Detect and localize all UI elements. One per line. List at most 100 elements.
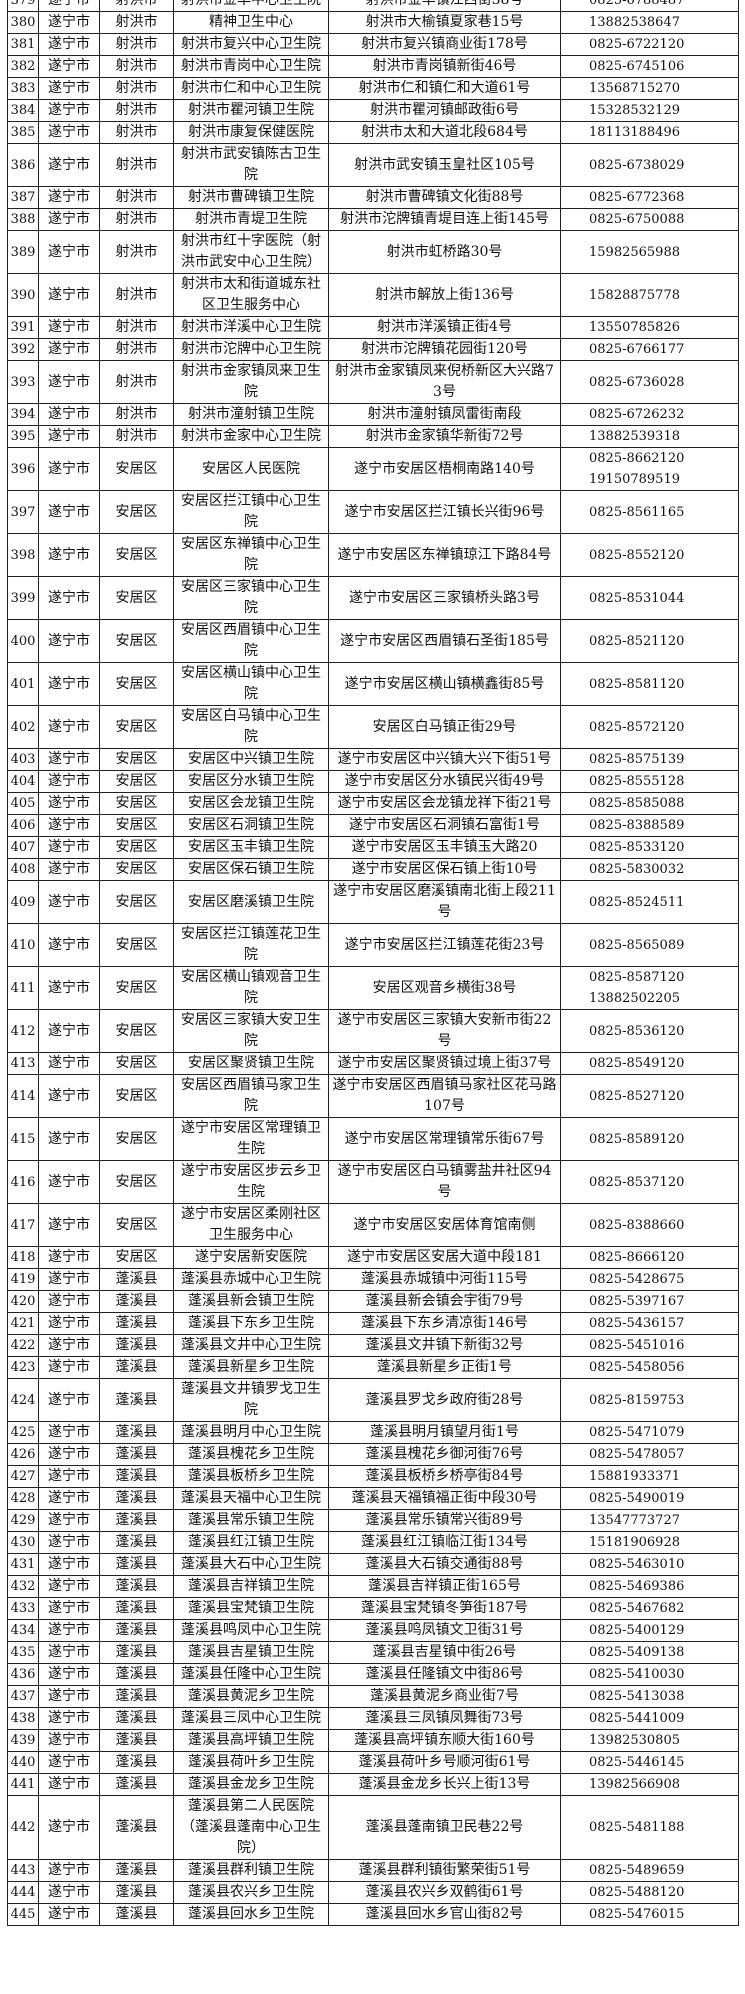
row-number: 407 [7, 836, 39, 859]
district-cell: 蓬溪县 [99, 1531, 174, 1554]
phone-cell: 0825-5400129 [560, 1619, 739, 1642]
row-number: 383 [7, 77, 39, 100]
city-cell: 遂宁市 [38, 792, 100, 815]
district-cell: 射洪市 [99, 99, 174, 122]
address-cell: 射洪市沱牌镇青堤目连上街145号 [328, 208, 561, 231]
hospital-name-cell: 安居区三家镇大安卫生院 [173, 1009, 329, 1053]
city-cell: 遂宁市 [38, 619, 100, 663]
city-cell: 遂宁市 [38, 1597, 100, 1620]
row-number: 408 [7, 858, 39, 881]
city-cell: 遂宁市 [38, 923, 100, 967]
table-row: 431 遂宁市 蓬溪县 蓬溪县大石中心卫生院 蓬溪县大石镇交通街88号 0825-5463… [7, 1553, 739, 1576]
district-cell: 蓬溪县 [99, 1903, 174, 1926]
hospital-name-cell: 蓬溪县天福中心卫生院 [173, 1487, 329, 1510]
hospital-name-cell: 蓬溪县鸣凤中心卫生院 [173, 1619, 329, 1642]
table-row: 413 遂宁市 安居区 安居区聚贤镇卫生院 遂宁市安居区聚贤镇过境上街37号 0825-8… [7, 1052, 739, 1075]
table-row: 416 遂宁市 安居区 遂宁市安居区步云乡卫生院 遂宁市安居区白马镇雾盐井社区94号 08… [7, 1160, 739, 1204]
phone-cell: 15328532129 [560, 99, 739, 122]
row-number: 412 [7, 1009, 39, 1053]
hospital-name-cell: 射洪市仁和中心卫生院 [173, 77, 329, 100]
hospital-name-cell: 安居区横山镇观音卫生院 [173, 966, 329, 1010]
table-row: 435 遂宁市 蓬溪县 蓬溪县吉星镇卫生院 蓬溪县吉星镇中街26号 0825-540913… [7, 1641, 739, 1664]
address-cell: 射洪市金家镇凤来倪桥新区大兴路73号 [328, 360, 561, 404]
city-cell: 遂宁市 [38, 1009, 100, 1053]
district-cell: 射洪市 [99, 338, 174, 361]
district-cell: 蓬溪县 [99, 1641, 174, 1664]
city-cell: 遂宁市 [38, 705, 100, 749]
row-number: 389 [7, 230, 39, 274]
row-number: 420 [7, 1290, 39, 1313]
phone-cell: 0825-5397167 [560, 1290, 739, 1313]
table-row: 434 遂宁市 蓬溪县 蓬溪县鸣凤中心卫生院 蓬溪县鸣凤镇文卫街31号 0825-5400… [7, 1619, 739, 1642]
hospital-name-cell: 安居区西眉镇中心卫生院 [173, 619, 329, 663]
city-cell: 遂宁市 [38, 1443, 100, 1466]
phone-cell: 0825-6722120 [560, 33, 739, 56]
phone-cell: 0825-5471079 [560, 1421, 739, 1444]
phone-cell: 0825-8589120 [560, 1117, 739, 1161]
phone-cell: 0825-5458056 [560, 1356, 739, 1379]
table-row: 441 遂宁市 蓬溪县 蓬溪县金龙乡卫生院 蓬溪县金龙乡长兴上街13号 139825669… [7, 1773, 739, 1796]
district-cell: 射洪市 [99, 186, 174, 209]
district-cell: 蓬溪县 [99, 1729, 174, 1752]
phone-cell: 13882538647 [560, 11, 739, 34]
address-cell: 安居区白马镇正街29号 [328, 705, 561, 749]
table-row: 414 遂宁市 安居区 安居区西眉镇马家卫生院 遂宁市安居区西眉镇马家社区花马路107号… [7, 1074, 739, 1118]
phone-cell: 13982530805 [560, 1729, 739, 1752]
hospital-name-cell: 蓬溪县文井镇罗戈卫生院 [173, 1378, 329, 1422]
address-cell: 蓬溪县天福镇福正街中段30号 [328, 1487, 561, 1510]
phone-cell: 0825-8549120 [560, 1052, 739, 1075]
table-body: 379 遂宁市 射洪市 射洪市金华中心卫生院 射洪市金华镇江西街38号 0825-6788… [7, 0, 739, 1926]
table-row: 394 遂宁市 射洪市 射洪市潼射镇卫生院 射洪市潼射镇凤雷街南段 0825-672623… [7, 403, 739, 426]
address-cell: 射洪市金家镇华新街72号 [328, 425, 561, 448]
hospital-name-cell: 蓬溪县槐花乡卫生院 [173, 1443, 329, 1466]
city-cell: 遂宁市 [38, 576, 100, 620]
table-row: 386 遂宁市 射洪市 射洪市武安镇陈古卫生院 射洪市武安镇玉皇社区105号 0825-6… [7, 143, 739, 187]
address-cell: 蓬溪县板桥乡桥亭街84号 [328, 1465, 561, 1488]
row-number: 413 [7, 1052, 39, 1075]
row-number: 381 [7, 33, 39, 56]
district-cell: 射洪市 [99, 77, 174, 100]
hospital-name-cell: 蓬溪县板桥乡卫生院 [173, 1465, 329, 1488]
phone-cell: 0825-6745106 [560, 55, 739, 78]
table-row: 432 遂宁市 蓬溪县 蓬溪县吉祥镇卫生院 蓬溪县吉祥镇正街165号 0825-54693… [7, 1575, 739, 1598]
district-cell: 安居区 [99, 533, 174, 577]
table-row: 383 遂宁市 射洪市 射洪市仁和中心卫生院 射洪市仁和镇仁和大道61号 13568715… [7, 77, 739, 100]
address-cell: 遂宁市安居区西眉镇马家社区花马路107号 [328, 1074, 561, 1118]
district-cell: 蓬溪县 [99, 1509, 174, 1532]
city-cell: 遂宁市 [38, 11, 100, 34]
table-row: 439 遂宁市 蓬溪县 蓬溪县高坪镇卫生院 蓬溪县高坪镇东顺大街160号 13982530… [7, 1729, 739, 1752]
table-row: 401 遂宁市 安居区 安居区横山镇中心卫生院 遂宁市安居区横山镇横鑫街85号 0825-… [7, 662, 739, 706]
hospital-name-cell: 蓬溪县吉祥镇卫生院 [173, 1575, 329, 1598]
row-number: 437 [7, 1685, 39, 1708]
phone-cell: 15181906928 [560, 1531, 739, 1554]
hospital-name-cell: 遂宁市安居区步云乡卫生院 [173, 1160, 329, 1204]
hospital-name-cell: 射洪市青岗中心卫生院 [173, 55, 329, 78]
hospital-name-cell: 蓬溪县任隆中心卫生院 [173, 1663, 329, 1686]
city-cell: 遂宁市 [38, 1160, 100, 1204]
city-cell: 遂宁市 [38, 338, 100, 361]
address-cell: 遂宁市安居区玉丰镇玉大路20 [328, 836, 561, 859]
row-number: 423 [7, 1356, 39, 1379]
hospital-name-cell: 射洪市红十字医院（射洪市武安中心卫生院） [173, 230, 329, 274]
row-number: 401 [7, 662, 39, 706]
hospital-name-cell: 射洪市青堤卫生院 [173, 208, 329, 231]
city-cell: 遂宁市 [38, 1203, 100, 1247]
address-cell: 遂宁市安居区三家镇桥头路3号 [328, 576, 561, 620]
hospital-name-cell: 安居区磨溪镇卫生院 [173, 880, 329, 924]
table-row: 433 遂宁市 蓬溪县 蓬溪县宝梵镇卫生院 蓬溪县宝梵镇冬笋街187号 0825-5467… [7, 1597, 739, 1620]
phone-cell: 0825-5451016 [560, 1334, 739, 1357]
table-row: 422 遂宁市 蓬溪县 蓬溪县文井中心卫生院 蓬溪县文井镇下新街32号 0825-5451… [7, 1334, 739, 1357]
address-cell: 蓬溪县明月镇望月街1号 [328, 1421, 561, 1444]
district-cell: 射洪市 [99, 360, 174, 404]
row-number: 395 [7, 425, 39, 448]
hospital-name-cell: 蓬溪县新星乡卫生院 [173, 1356, 329, 1379]
hospital-name-cell: 安居区会龙镇卫生院 [173, 792, 329, 815]
address-cell: 蓬溪县金龙乡长兴上街13号 [328, 1773, 561, 1796]
row-number: 432 [7, 1575, 39, 1598]
phone-cell: 0825-6788487 [560, 0, 739, 12]
district-cell: 安居区 [99, 1246, 174, 1269]
district-cell: 安居区 [99, 1052, 174, 1075]
hospital-name-cell: 蓬溪县常乐镇卫生院 [173, 1509, 329, 1532]
phone-cell: 0825-6766177 [560, 338, 739, 361]
district-cell: 射洪市 [99, 425, 174, 448]
